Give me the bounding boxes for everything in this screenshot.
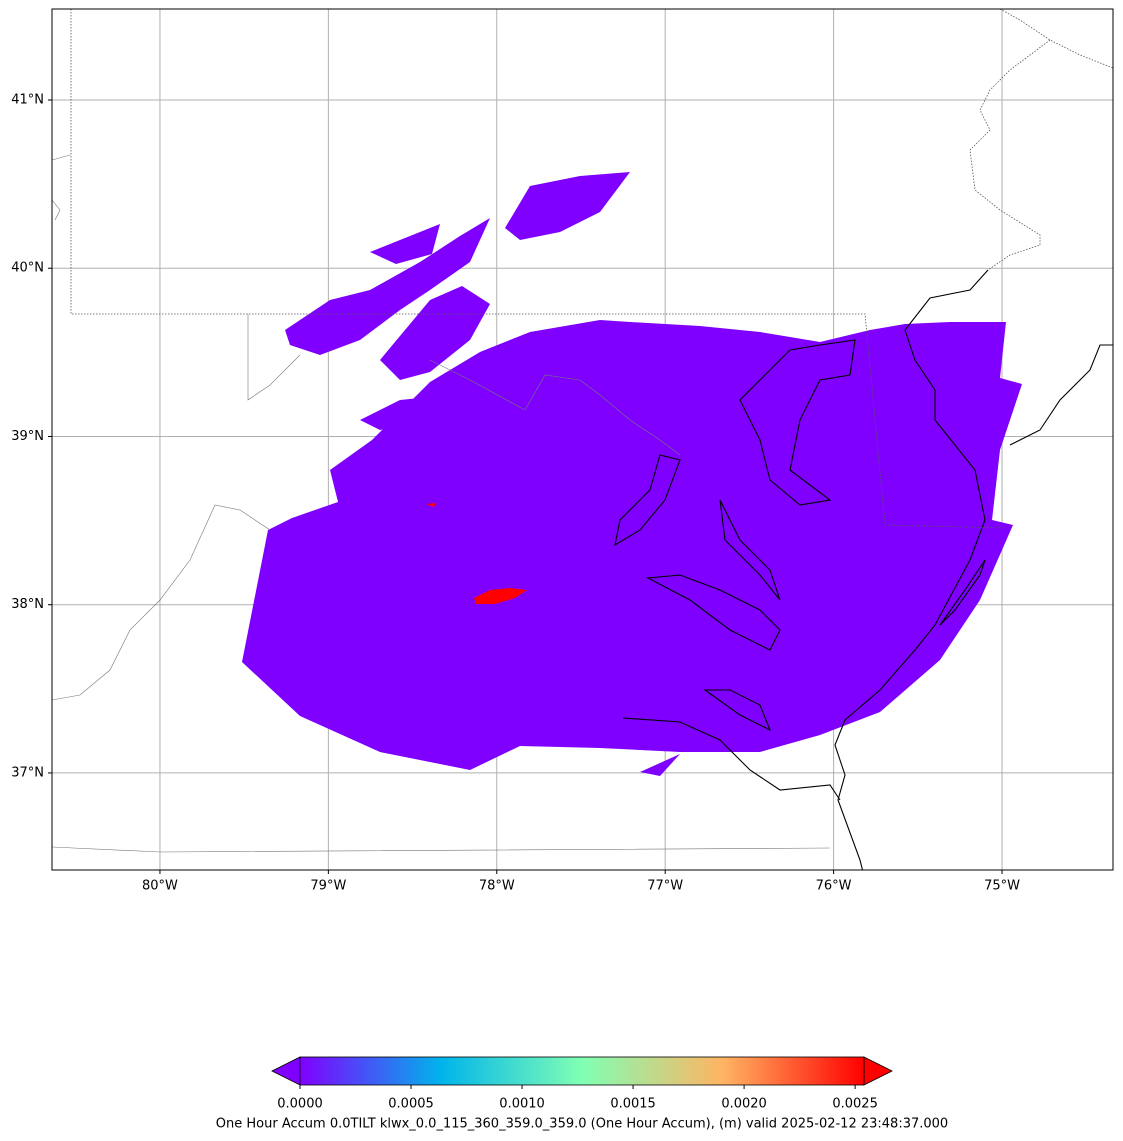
- radar-high: [426, 503, 527, 604]
- x-tick-label: 80°W: [142, 879, 178, 894]
- colorbar-tick-label: 0.0000: [277, 1097, 323, 1112]
- colorbar-extend-low: [271, 1056, 301, 1086]
- colorbar-tick-label: 0.0025: [832, 1097, 878, 1112]
- state-border: [70, 9, 1113, 529]
- y-tick-label: 38°N: [11, 597, 44, 612]
- map-frame: [51, 8, 1114, 871]
- coastline: [939, 559, 986, 626]
- map-layer: [52, 9, 1113, 870]
- colorbar-gradient: [299, 1056, 865, 1086]
- x-tick-label: 79°W: [310, 879, 346, 894]
- coastline: [622, 717, 841, 801]
- colorbar-tick-label: 0.0020: [721, 1097, 767, 1112]
- state-border: [52, 154, 831, 853]
- coastline: [739, 339, 856, 506]
- colorbar-tick-label: 0.0015: [610, 1097, 656, 1112]
- y-tick-label: 41°N: [11, 93, 44, 108]
- colorbar-label: One Hour Accum 0.0TILT klwx_0.0_115_360_…: [216, 1117, 948, 1132]
- coastline: [646, 574, 781, 732]
- x-tick-label: 76°W: [816, 879, 852, 894]
- colorbar-tick-label: 0.0005: [388, 1097, 434, 1112]
- colorbar: 0.0000 0.0005 0.0010 0.0015 0.0020 0.0025: [271, 1056, 893, 1112]
- colorbar-extend-high: [863, 1056, 893, 1086]
- y-tick-label: 39°N: [11, 429, 44, 444]
- x-tick-label: 75°W: [984, 879, 1020, 894]
- x-tick-label: 77°W: [647, 879, 683, 894]
- y-tick-label: 37°N: [11, 765, 44, 780]
- colorbar-tick-label: 0.0010: [499, 1097, 545, 1112]
- y-tick-label: 40°N: [11, 261, 44, 276]
- x-tick-label: 78°W: [479, 879, 515, 894]
- coastline: [614, 454, 781, 601]
- coastline: [1009, 344, 1113, 446]
- coastline: [834, 269, 989, 870]
- radar-coverage: [242, 320, 1022, 770]
